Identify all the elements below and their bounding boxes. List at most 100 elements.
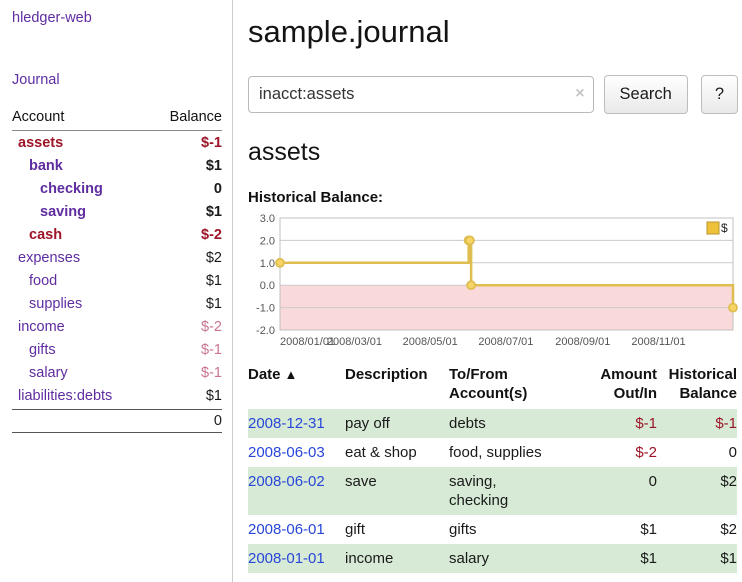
transaction-accounts: debts [449,415,486,432]
sort-ascending-icon: ▲ [284,367,298,382]
accounts-total-value: 0 [213,413,222,429]
transaction-description: eat & shop [345,444,417,461]
column-header-date-label: Date [248,366,281,383]
account-row: cash $-2 [12,223,222,246]
account-link-income[interactable]: income [18,318,65,335]
transaction-balance: $2 [720,473,737,490]
svg-text:2008/01/01: 2008/01/01 [280,336,335,348]
transaction-date-link[interactable]: 2008-12-31 [248,415,325,432]
transaction-date-link[interactable]: 2008-01-01 [248,550,325,567]
account-link-checking[interactable]: checking [40,180,103,197]
account-link-bank[interactable]: bank [29,157,63,174]
main-content: sample.journal × Search ? assets Histori… [234,0,742,582]
transaction-accounts: salary [449,550,490,567]
account-link-gifts[interactable]: gifts [29,341,56,358]
account-balance: $-1 [201,364,222,381]
help-button[interactable]: ? [700,75,738,114]
account-row: food $1 [12,269,222,292]
transaction-amount: 0 [648,473,657,490]
search-input[interactable] [248,76,594,113]
transaction-description: income [345,550,394,567]
accounts-table-header: Account Balance [12,109,222,131]
svg-text:-1.0: -1.0 [256,303,275,315]
transaction-accounts: saving, checking [449,473,509,509]
column-header-description: Description [345,366,428,383]
column-header-balance: Historical Balance [668,366,737,402]
account-balance: 0 [213,180,222,197]
account-balance: $-1 [201,341,222,358]
svg-text:$: $ [721,221,728,235]
account-link-assets[interactable]: assets [18,134,64,151]
transaction-row[interactable]: 2008-01-01 income salary $1 $1 [248,544,737,573]
account-row: supplies $1 [12,292,222,315]
svg-text:0.0: 0.0 [260,280,275,292]
register-table: Date ▲ Description To/From Account(s) Amo… [248,363,737,573]
page-title: sample.journal [248,14,450,49]
svg-text:2008/11/01: 2008/11/01 [631,336,685,348]
transaction-accounts: food, supplies [449,444,542,461]
account-row: gifts $-1 [12,338,222,361]
account-row: salary $-1 [12,361,222,384]
transaction-amount: $-1 [635,415,657,432]
column-header-date[interactable]: Date ▲ [248,363,345,409]
svg-text:2008/05/01: 2008/05/01 [403,336,458,348]
svg-text:3.0: 3.0 [260,213,275,225]
accounts-header-account: Account [12,109,65,125]
transaction-row[interactable]: 2008-06-01 gift gifts $1 $2 [248,515,737,544]
account-link-supplies[interactable]: supplies [29,295,83,312]
transaction-date-link[interactable]: 2008-06-01 [248,521,325,538]
account-balance: $1 [205,203,222,220]
transaction-accounts: gifts [449,521,477,538]
account-row: checking 0 [12,177,222,200]
transaction-row[interactable]: 2008-06-02 save saving, checking 0 $2 [248,467,737,515]
historical-balance-chart: 3.0 2.0 1.0 0.0 -1.0 -2.0 2008/01/01 2008/03/01… [248,212,738,357]
transaction-amount: $1 [640,521,657,538]
account-link-food[interactable]: food [29,272,58,289]
transaction-row[interactable]: 2008-06-03 eat & shop food, supplies $-2 0 [248,438,737,467]
transaction-row[interactable]: 2008-12-31 pay off debts $-1 $-1 [248,409,737,438]
transaction-description: pay off [345,415,390,432]
clear-search-icon[interactable]: × [575,85,585,102]
column-header-accounts: To/From Account(s) [449,366,528,402]
account-balance: $1 [205,272,222,289]
account-balance: $-1 [201,134,222,151]
transaction-date-link[interactable]: 2008-06-03 [248,444,325,461]
account-link-expenses[interactable]: expenses [18,249,81,266]
transaction-amount: $-2 [635,444,657,461]
account-balance: $-2 [201,226,222,243]
account-balance: $2 [205,249,222,266]
account-balance: $-2 [201,318,222,335]
register-table-header: Date ▲ Description To/From Account(s) Amo… [248,363,737,409]
accounts-header-balance: Balance [169,109,222,125]
accounts-total-row: 0 [12,409,222,433]
transaction-amount: $1 [640,550,657,567]
svg-text:2008/09/01: 2008/09/01 [555,336,610,348]
chart-title: Historical Balance: [248,189,384,206]
svg-text:2.0: 2.0 [260,235,275,247]
transaction-date-link[interactable]: 2008-06-02 [248,473,325,490]
svg-text:1.0: 1.0 [260,258,275,270]
search-input-wrap: × [248,76,594,113]
column-header-amount: Amount Out/In [600,366,657,402]
account-row: expenses $2 [12,246,222,269]
account-row: assets $-1 [12,131,222,154]
search-button[interactable]: Search [603,75,688,114]
account-link-liabilities-debts[interactable]: liabilities:debts [18,387,113,404]
account-row: bank $1 [12,154,222,177]
search-bar: × Search ? [248,75,738,114]
account-link-saving[interactable]: saving [40,203,86,220]
sidebar-accounts: assets $-1 bank $1 checking 0 saving $1 cash $-2 e… [12,131,222,407]
sidebar: hledger-web Journal Account Balance asse… [0,0,233,582]
account-balance: $1 [205,157,222,174]
app-title-link[interactable]: hledger-web [12,10,92,26]
account-heading: assets [248,138,321,166]
account-row: saving $1 [12,200,222,223]
account-link-cash[interactable]: cash [29,226,63,243]
account-row: income $-2 [12,315,222,338]
account-link-salary[interactable]: salary [29,364,68,381]
transaction-description: gift [345,521,366,538]
sidebar-item-journal[interactable]: Journal [12,72,60,88]
svg-text:2008/07/01: 2008/07/01 [478,336,533,348]
transaction-balance: $2 [720,521,737,538]
transaction-balance: $1 [720,550,737,567]
